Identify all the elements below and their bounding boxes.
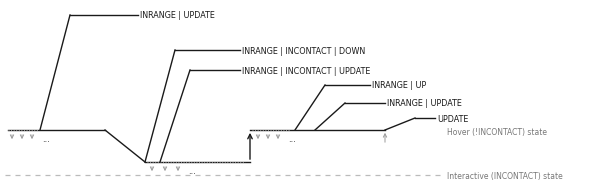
Text: INRANGE | INCONTACT | UPDATE: INRANGE | INCONTACT | UPDATE [242, 66, 370, 75]
Text: INRANGE | UPDATE: INRANGE | UPDATE [387, 100, 462, 108]
Text: UPDATE: UPDATE [437, 114, 468, 124]
Text: INRANGE | UP: INRANGE | UP [372, 82, 426, 91]
Text: ...: ... [188, 168, 196, 176]
Text: Hover (!INCONTACT) state: Hover (!INCONTACT) state [447, 128, 547, 137]
Text: ...: ... [42, 135, 50, 145]
Text: INRANGE | UPDATE: INRANGE | UPDATE [140, 11, 215, 20]
Text: INRANGE | INCONTACT | DOWN: INRANGE | INCONTACT | DOWN [242, 46, 365, 56]
Text: ...: ... [288, 135, 296, 145]
Text: Interactive (INCONTACT) state: Interactive (INCONTACT) state [447, 172, 563, 181]
